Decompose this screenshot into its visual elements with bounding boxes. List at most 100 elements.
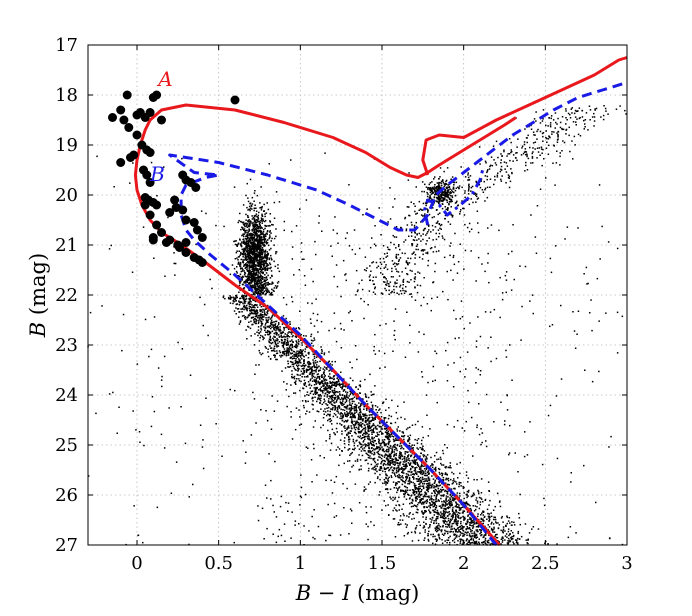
field-star xyxy=(260,291,262,293)
field-star xyxy=(435,500,437,502)
field-star xyxy=(256,211,258,213)
field-star xyxy=(466,471,468,473)
field-star xyxy=(426,489,428,491)
field-star xyxy=(245,219,247,221)
field-star xyxy=(474,531,476,533)
field-star xyxy=(256,213,258,215)
field-star xyxy=(286,383,288,385)
field-star xyxy=(417,443,419,445)
field-star xyxy=(347,413,349,415)
field-star xyxy=(399,451,401,453)
field-star xyxy=(290,341,292,343)
field-star xyxy=(459,495,461,497)
field-star xyxy=(314,397,316,399)
field-star xyxy=(427,496,429,498)
field-star xyxy=(367,430,369,432)
field-star xyxy=(433,534,435,536)
field-star xyxy=(274,287,276,289)
field-star xyxy=(349,399,351,401)
field-star xyxy=(345,402,347,404)
field-star xyxy=(401,435,403,437)
field-star xyxy=(473,494,475,496)
field-star xyxy=(385,443,387,445)
field-star xyxy=(404,494,406,496)
field-star xyxy=(403,461,405,463)
field-star xyxy=(488,542,490,544)
field-star xyxy=(437,510,439,512)
field-star xyxy=(263,234,265,236)
field-star xyxy=(447,478,449,480)
field-star xyxy=(395,455,397,457)
field-star xyxy=(438,523,440,525)
field-star xyxy=(241,278,243,280)
field-star xyxy=(390,457,392,459)
field-star xyxy=(304,385,306,387)
field-star xyxy=(457,506,459,508)
field-star xyxy=(349,439,351,441)
field-star xyxy=(274,333,276,335)
field-star xyxy=(385,445,387,447)
field-star xyxy=(439,472,441,474)
field-star xyxy=(312,408,314,410)
field-star xyxy=(257,195,259,197)
field-star xyxy=(349,404,351,406)
field-star xyxy=(238,292,240,294)
field-star xyxy=(495,519,497,521)
field-star xyxy=(352,408,354,410)
field-star xyxy=(259,237,261,239)
field-star xyxy=(518,531,520,533)
field-star xyxy=(283,329,285,331)
field-star xyxy=(305,348,307,350)
field-star xyxy=(460,534,462,536)
field-star xyxy=(240,268,242,270)
field-star xyxy=(368,483,370,485)
field-star xyxy=(395,438,397,440)
field-star xyxy=(258,329,260,331)
field-star xyxy=(417,471,419,473)
field-star xyxy=(379,408,381,410)
field-star xyxy=(373,428,375,430)
field-star xyxy=(247,326,249,328)
field-star xyxy=(274,354,276,356)
field-star xyxy=(263,264,265,266)
field-star xyxy=(398,497,400,499)
field-star xyxy=(253,228,255,230)
field-star xyxy=(350,410,352,412)
field-star xyxy=(247,183,249,185)
field-star xyxy=(410,435,412,437)
field-star xyxy=(508,520,510,522)
field-star xyxy=(463,535,465,537)
field-star xyxy=(422,479,424,481)
field-star xyxy=(466,535,468,537)
field-star xyxy=(443,479,445,481)
field-star xyxy=(259,247,261,249)
field-star xyxy=(344,428,346,430)
field-star xyxy=(343,415,345,417)
field-star xyxy=(371,464,373,466)
field-star xyxy=(245,329,247,331)
field-star xyxy=(480,497,482,499)
field-star xyxy=(262,249,264,251)
field-star xyxy=(419,491,421,493)
field-star xyxy=(362,434,364,436)
field-star xyxy=(421,449,423,451)
field-star xyxy=(450,479,452,481)
field-star xyxy=(329,391,331,393)
field-star xyxy=(379,443,381,445)
field-star xyxy=(489,513,491,515)
field-star xyxy=(349,402,351,404)
field-star xyxy=(419,468,421,470)
field-star xyxy=(390,460,392,462)
field-star xyxy=(245,276,247,278)
field-star xyxy=(277,327,279,329)
field-star xyxy=(336,378,338,380)
field-star xyxy=(527,539,529,541)
field-star xyxy=(349,471,351,473)
field-star xyxy=(346,399,348,401)
field-star xyxy=(287,338,289,340)
field-star xyxy=(300,381,302,383)
field-star xyxy=(446,491,448,493)
field-star xyxy=(354,442,356,444)
field-star xyxy=(440,511,442,513)
field-star xyxy=(277,264,279,266)
